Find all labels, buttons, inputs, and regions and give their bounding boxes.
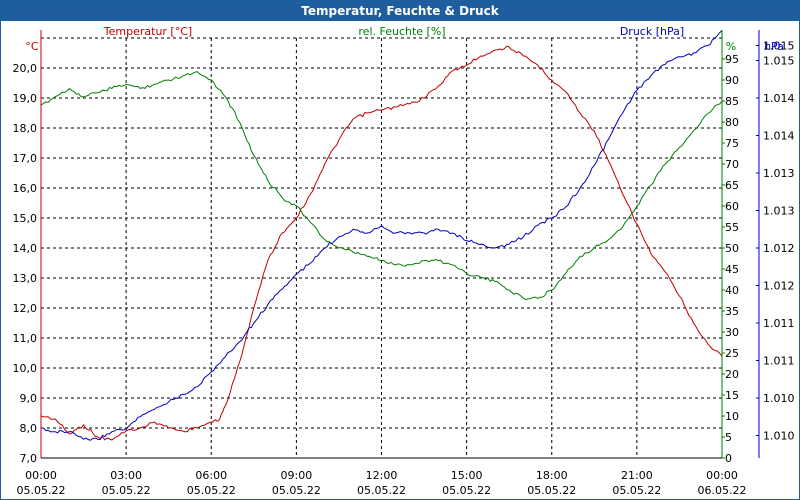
y-tick-hum: 60 xyxy=(725,200,739,213)
y-tick-hum: 75 xyxy=(725,137,739,150)
y-tick-temp: 13,0 xyxy=(13,272,38,285)
series-group xyxy=(40,30,723,441)
y-tick-press: 1.015 xyxy=(763,55,795,68)
y-tick-hum: 65 xyxy=(725,179,739,192)
x-tick-date: 05.05.22 xyxy=(187,484,236,497)
y-tick-hum: 70 xyxy=(725,158,739,171)
x-tick-time: 03:00 xyxy=(110,469,142,482)
y-tick-press: 1.015 xyxy=(763,40,795,53)
y-tick-temp: 11,0 xyxy=(13,332,38,345)
series-line-hum xyxy=(40,71,723,301)
unit-hum: % xyxy=(726,40,736,53)
y-tick-hum: 90 xyxy=(725,74,739,87)
y-tick-temp: 20,0 xyxy=(13,62,38,75)
y-tick-hum: 15 xyxy=(725,389,739,402)
y-tick-hum: 0 xyxy=(725,452,732,465)
x-tick-date: 05.05.22 xyxy=(612,484,661,497)
series-line-press xyxy=(41,30,723,441)
y-tick-press: 1.011 xyxy=(763,355,795,368)
y-tick-press: 1.012 xyxy=(763,242,795,255)
y-tick-temp: 18,0 xyxy=(13,122,38,135)
y-tick-temp: 12,0 xyxy=(13,302,38,315)
y-tick-temp: 9,0 xyxy=(20,392,38,405)
x-tick-date: 05.05.22 xyxy=(442,484,491,497)
x-tick-date: 05.05.22 xyxy=(272,484,321,497)
x-tick-date: 05.05.22 xyxy=(527,484,576,497)
y-tick-temp: 14,0 xyxy=(13,242,38,255)
y-tick-hum: 5 xyxy=(725,431,732,444)
x-tick-time: 06:00 xyxy=(195,469,227,482)
y-tick-temp: 19,0 xyxy=(13,92,38,105)
y-tick-press: 1.013 xyxy=(763,205,795,218)
x-tick-date: 05.05.22 xyxy=(102,484,151,497)
legend-entry: rel. Feuchte [%] xyxy=(358,25,445,38)
legend-entry: Druck [hPa] xyxy=(620,25,684,38)
y-tick-temp: 7,0 xyxy=(20,452,38,465)
y-tick-hum: 55 xyxy=(725,221,739,234)
y-tick-temp: 15,0 xyxy=(13,212,38,225)
y-tick-temp: 17,0 xyxy=(13,152,38,165)
x-tick-time: 18:00 xyxy=(536,469,568,482)
x-tick-time: 15:00 xyxy=(451,469,483,482)
y-tick-press: 1.010 xyxy=(763,430,795,443)
x-tick-time: 09:00 xyxy=(281,469,313,482)
x-tick-date: 05.05.22 xyxy=(17,484,66,497)
y-tick-hum: 50 xyxy=(725,242,739,255)
chart-title: Temperatur, Feuchte & Druck xyxy=(1,1,799,21)
labels: 00:00 05.05.22 03:00 05.05.22 06:00 05.05.22 0… xyxy=(13,25,795,497)
legend-entry: Temperatur [°C] xyxy=(103,25,192,38)
y-tick-hum: 45 xyxy=(725,263,739,276)
y-tick-hum: 30 xyxy=(725,326,739,339)
grid xyxy=(41,37,722,458)
y-tick-press: 1.011 xyxy=(763,317,795,330)
axes xyxy=(40,30,760,459)
x-tick-time: 12:00 xyxy=(366,469,398,482)
series-line-temp xyxy=(40,45,723,441)
y-tick-temp: 8,0 xyxy=(20,422,38,435)
y-tick-press: 1.012 xyxy=(763,280,795,293)
y-tick-hum: 35 xyxy=(725,305,739,318)
y-tick-hum: 20 xyxy=(725,368,739,381)
x-tick-date: 05.05.22 xyxy=(357,484,406,497)
y-tick-temp: 16,0 xyxy=(13,182,38,195)
unit-temp: °C xyxy=(25,40,39,53)
x-tick-time: 21:00 xyxy=(621,469,653,482)
x-tick-date: 06.05.22 xyxy=(698,484,747,497)
y-tick-hum: 10 xyxy=(725,410,739,423)
y-tick-hum: 80 xyxy=(725,116,739,129)
x-tick-time: 00:00 xyxy=(25,469,57,482)
unit-press: hPa xyxy=(764,40,784,53)
y-tick-hum: 85 xyxy=(725,95,739,108)
y-tick-press: 1.014 xyxy=(763,130,795,143)
y-tick-hum: 95 xyxy=(725,53,739,66)
y-tick-hum: 40 xyxy=(725,284,739,297)
y-tick-temp: 10,0 xyxy=(13,362,38,375)
y-tick-press: 1.014 xyxy=(763,92,795,105)
y-tick-hum: 25 xyxy=(725,347,739,360)
y-tick-press: 1.010 xyxy=(763,392,795,405)
x-tick-time: 00:00 xyxy=(706,469,738,482)
y-tick-press: 1.013 xyxy=(763,167,795,180)
